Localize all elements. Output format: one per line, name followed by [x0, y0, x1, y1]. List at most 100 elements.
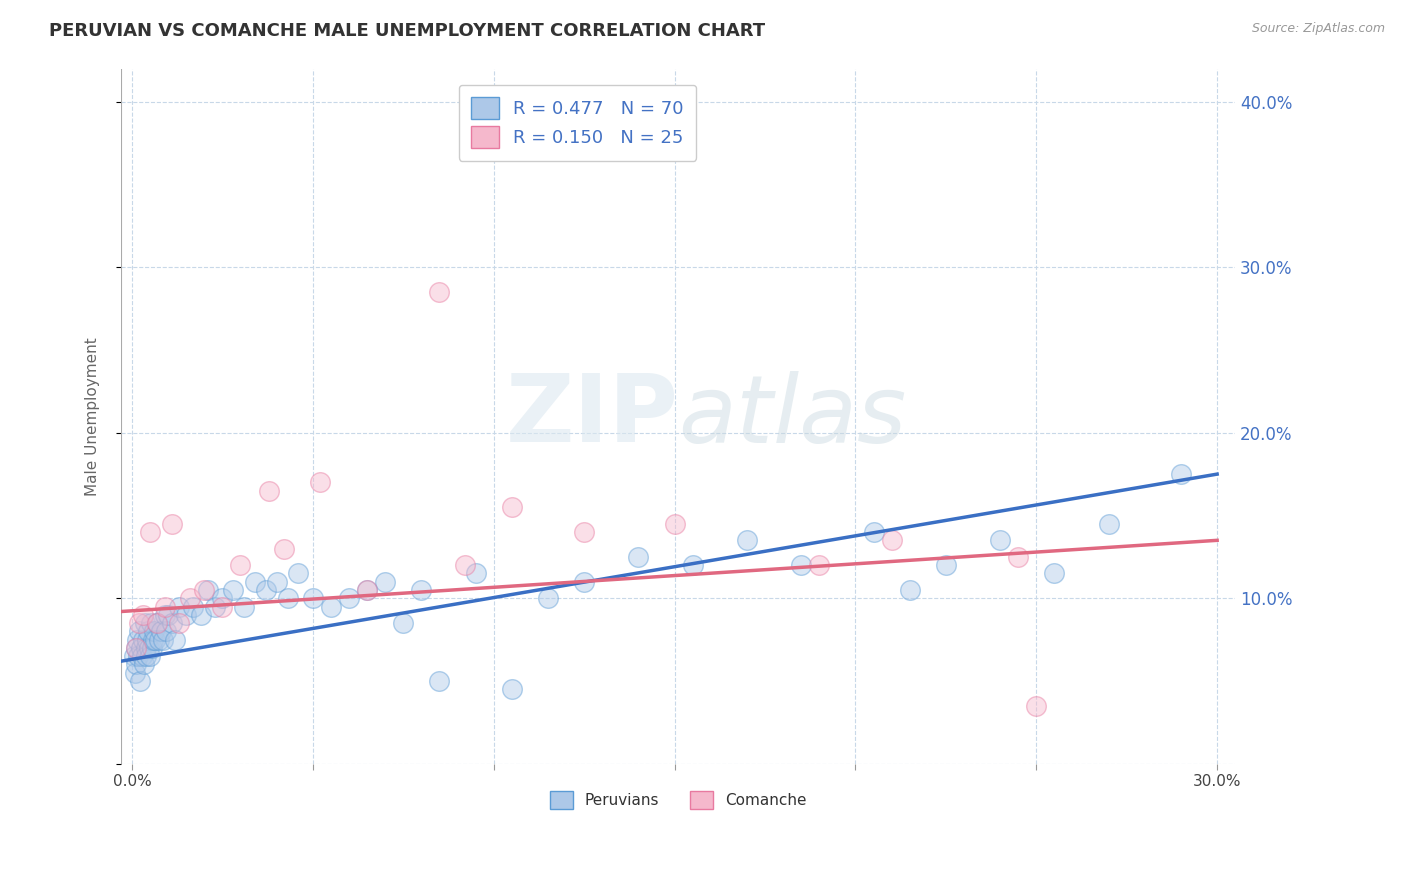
Point	[988, 533, 1011, 548]
Point	[1170, 467, 1192, 482]
Point	[501, 682, 523, 697]
Legend: Peruvians, Comanche: Peruvians, Comanche	[544, 784, 813, 815]
Point	[128, 616, 150, 631]
Point	[132, 632, 155, 647]
Point	[129, 640, 152, 655]
Point	[122, 649, 145, 664]
Point	[197, 582, 219, 597]
Point	[572, 524, 595, 539]
Point	[374, 574, 396, 589]
Point	[808, 558, 831, 573]
Point	[429, 674, 451, 689]
Point	[183, 599, 205, 614]
Point	[537, 591, 560, 606]
Point	[142, 632, 165, 647]
Point	[735, 533, 758, 548]
Point	[132, 607, 155, 622]
Point	[392, 616, 415, 631]
Point	[337, 591, 360, 606]
Point	[134, 616, 156, 631]
Point	[1025, 698, 1047, 713]
Point	[167, 616, 190, 631]
Point	[139, 649, 162, 664]
Text: PERUVIAN VS COMANCHE MALE UNEMPLOYMENT CORRELATION CHART: PERUVIAN VS COMANCHE MALE UNEMPLOYMENT C…	[49, 22, 765, 40]
Point	[145, 632, 167, 647]
Point	[233, 599, 256, 614]
Point	[1007, 549, 1029, 564]
Text: Source: ZipAtlas.com: Source: ZipAtlas.com	[1251, 22, 1385, 36]
Point	[149, 624, 172, 639]
Point	[128, 649, 150, 664]
Point	[190, 607, 212, 622]
Point	[356, 582, 378, 597]
Point	[127, 632, 149, 647]
Point	[682, 558, 704, 573]
Point	[160, 516, 183, 531]
Point	[211, 599, 233, 614]
Point	[287, 566, 309, 581]
Point	[153, 599, 176, 614]
Text: ZIP: ZIP	[505, 370, 678, 462]
Point	[880, 533, 903, 548]
Point	[136, 632, 159, 647]
Point	[124, 665, 146, 680]
Point	[138, 640, 160, 655]
Point	[501, 500, 523, 515]
Point	[243, 574, 266, 589]
Point	[429, 285, 451, 299]
Point	[165, 632, 187, 647]
Point	[898, 582, 921, 597]
Point	[266, 574, 288, 589]
Point	[1043, 566, 1066, 581]
Point	[129, 674, 152, 689]
Point	[153, 607, 176, 622]
Point	[229, 558, 252, 573]
Point	[139, 524, 162, 539]
Point	[148, 632, 170, 647]
Point	[1097, 516, 1119, 531]
Point	[139, 616, 162, 631]
Point	[464, 566, 486, 581]
Point	[276, 591, 298, 606]
Point	[132, 657, 155, 672]
Point	[135, 640, 157, 655]
Point	[254, 582, 277, 597]
Point	[259, 483, 281, 498]
Point	[155, 624, 177, 639]
Point	[302, 591, 325, 606]
Point	[135, 649, 157, 664]
Point	[142, 624, 165, 639]
Point	[167, 599, 190, 614]
Point	[222, 582, 245, 597]
Point	[160, 616, 183, 631]
Point	[273, 541, 295, 556]
Point	[356, 582, 378, 597]
Point	[319, 599, 342, 614]
Point	[124, 640, 146, 655]
Point	[141, 640, 163, 655]
Point	[174, 607, 197, 622]
Point	[152, 632, 174, 647]
Y-axis label: Male Unemployment: Male Unemployment	[86, 337, 100, 496]
Point	[204, 599, 226, 614]
Point	[131, 649, 153, 664]
Point	[790, 558, 813, 573]
Point	[411, 582, 433, 597]
Point	[627, 549, 650, 564]
Point	[211, 591, 233, 606]
Point	[146, 616, 169, 631]
Point	[572, 574, 595, 589]
Point	[124, 640, 146, 655]
Point	[309, 475, 332, 490]
Point	[664, 516, 686, 531]
Point	[128, 624, 150, 639]
Point	[935, 558, 957, 573]
Point	[125, 657, 148, 672]
Text: atlas: atlas	[678, 371, 907, 462]
Point	[454, 558, 477, 573]
Point	[193, 582, 215, 597]
Point	[862, 524, 884, 539]
Point	[157, 607, 180, 622]
Point	[146, 616, 169, 631]
Point	[179, 591, 201, 606]
